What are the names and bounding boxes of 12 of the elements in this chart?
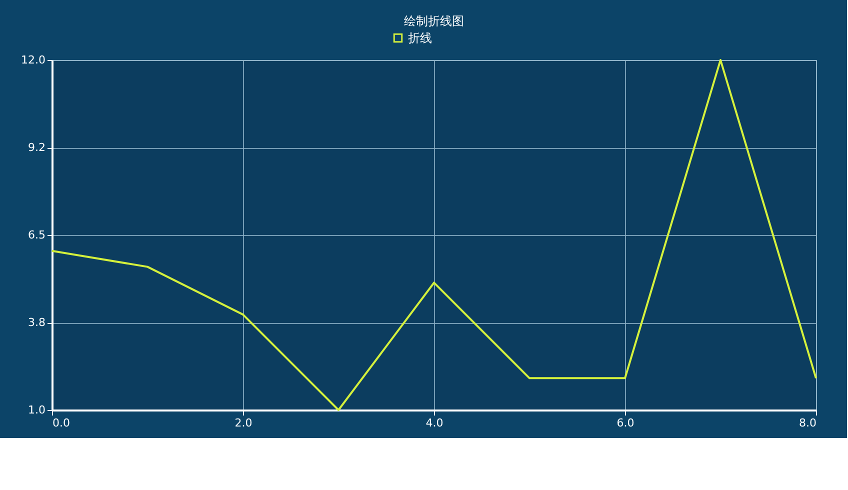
y-tick-label: 9.2 — [28, 141, 46, 154]
x-tick-label: 8.0 — [799, 416, 816, 430]
chart-title: 绘制折线图 — [404, 14, 464, 28]
y-tick-label: 6.5 — [28, 228, 46, 242]
y-tick-label: 3.8 — [28, 316, 46, 329]
y-tick-label: 12.0 — [21, 54, 46, 66]
y-tick-label: 1.0 — [28, 404, 46, 416]
legend-label: 折线 — [408, 31, 432, 45]
x-tick-label: 0.0 — [52, 416, 70, 430]
x-tick-label: 2.0 — [234, 416, 252, 430]
x-tick-label: 4.0 — [426, 416, 444, 430]
x-tick-label: 6.0 — [616, 416, 634, 430]
